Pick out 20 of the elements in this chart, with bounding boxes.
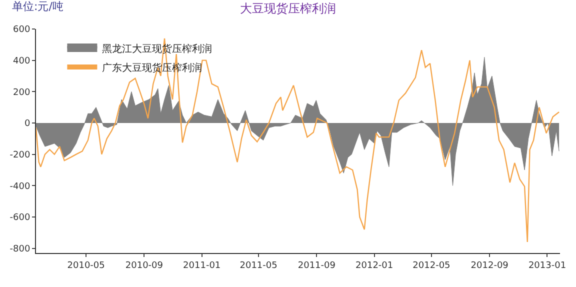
- y-tick-label: -800: [10, 244, 30, 254]
- x-tick-label: 2011-01: [183, 260, 221, 271]
- y-tick-label: 400: [13, 56, 30, 66]
- x-tick-label: 2012-05: [412, 260, 450, 271]
- y-tick-label: 0: [24, 119, 30, 130]
- y-tick-label: 600: [13, 25, 30, 36]
- y-tick-label: -600: [10, 213, 30, 224]
- y-tick-label: -400: [10, 182, 30, 192]
- x-tick-label: 2011-09: [298, 260, 336, 271]
- y-tick-label: 200: [13, 88, 30, 98]
- x-tick-label: 2013-01: [528, 260, 566, 271]
- line-series: [36, 38, 560, 243]
- y-tick-label: -200: [10, 150, 30, 160]
- x-tick-label: 2011-05: [240, 260, 278, 271]
- x-tick-label: 2012-01: [356, 260, 394, 271]
- x-tick-label: 2012-09: [470, 260, 509, 271]
- x-tick-label: 2010-05: [67, 260, 105, 271]
- x-tick-label: 2010-09: [125, 260, 164, 271]
- chart-title: 大豆现货压榨利润: [240, 2, 336, 16]
- y-axis-title: 单位:元/吨: [12, 0, 64, 13]
